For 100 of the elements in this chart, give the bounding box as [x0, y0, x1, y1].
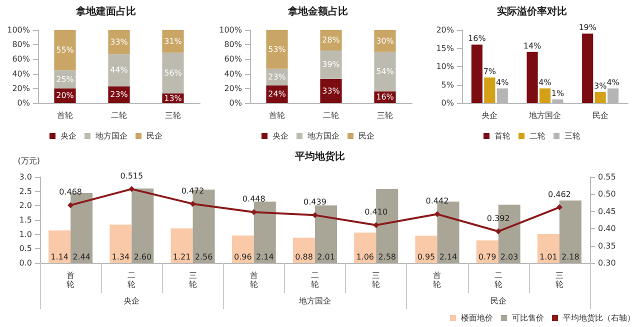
data-label: 13%	[164, 94, 182, 103]
chart-title: 拿地金额占比	[287, 6, 348, 18]
data-label: 20%	[56, 91, 74, 100]
legend-label: 地方国企	[306, 132, 340, 140]
data-label: 1.14	[50, 252, 68, 262]
data-label: 0.515	[120, 172, 144, 181]
y-tick-label: 0.5	[19, 244, 32, 254]
data-label: 16%	[468, 34, 486, 44]
y-tick-label: 0%	[229, 98, 242, 108]
point	[250, 209, 257, 216]
y-tick-label: 1.0	[19, 230, 32, 239]
data-label: 4%	[538, 78, 552, 87]
data-label: 54%	[376, 67, 394, 76]
legend-label: 平均地货比（右轴）	[563, 314, 635, 322]
point	[556, 204, 562, 210]
data-label: 0.79	[478, 252, 496, 262]
y-tick-label: 40%	[12, 69, 30, 78]
chart-title: 拿地建面占比	[75, 6, 136, 18]
data-label: 14%	[523, 41, 542, 50]
data-label: 0.96	[234, 252, 252, 262]
y2-tick-label: 0.55	[598, 172, 616, 182]
data-label: 33%	[110, 38, 128, 47]
x-tick-label: 首轮	[57, 111, 73, 120]
y2-tick-label: 0.40	[598, 224, 616, 234]
data-label: 2.03	[500, 252, 518, 262]
x-tick-label: 二轮	[128, 271, 136, 289]
point	[128, 186, 135, 192]
bar	[354, 232, 376, 263]
data-label: 19%	[578, 23, 597, 32]
y-axis-title: (万元)	[18, 156, 40, 166]
bar	[108, 54, 130, 86]
data-label: 0.392	[486, 214, 510, 223]
bar	[320, 78, 342, 103]
y-tick-label: 5%	[441, 80, 454, 90]
bar	[484, 77, 496, 103]
y-tick-label: 100%	[219, 26, 242, 34]
y-tick-label: 100%	[7, 26, 30, 34]
bar	[582, 34, 594, 103]
y-tick-label: 0%	[441, 98, 454, 108]
data-label: 56%	[164, 68, 182, 78]
point	[190, 200, 196, 207]
y-tick-label: 80%	[12, 40, 30, 50]
data-label: 2.44	[72, 252, 90, 262]
legend-label: 地方国企	[94, 132, 128, 140]
x-tick-label: 三轮	[165, 111, 181, 120]
y-tick-label: 20%	[224, 84, 242, 93]
bar	[170, 228, 193, 263]
data-label: 0.439	[304, 198, 326, 207]
legend-label: 可比售价	[512, 314, 544, 322]
data-label: 28%	[322, 36, 340, 45]
point	[434, 211, 440, 218]
data-label: 23%	[268, 72, 286, 82]
bar	[232, 235, 254, 263]
text: 地方国企	[298, 296, 331, 306]
data-label: 30%	[376, 36, 394, 46]
x-tick-label: 三轮	[377, 111, 393, 120]
x-tick-label: 二轮	[494, 271, 502, 289]
bar	[471, 44, 482, 103]
x-tick-label: 二轮	[111, 111, 127, 120]
data-label: 2.18	[562, 252, 580, 262]
x-tick-label: 民企	[592, 111, 608, 120]
bar	[162, 30, 184, 53]
x-tick-label: 二轮	[323, 111, 339, 120]
y2-tick-label: 0.45	[598, 206, 616, 216]
data-label: 0.95	[417, 252, 436, 262]
data-label: 2.14	[256, 252, 274, 262]
bar	[559, 200, 582, 263]
data-label: 2.58	[378, 252, 396, 262]
legend-label: 央企	[272, 132, 288, 140]
y-tick-label: 1.5	[19, 216, 32, 224]
data-label: 1.34	[112, 252, 130, 262]
bar	[132, 188, 154, 263]
text: 民企	[490, 296, 506, 306]
legend-label: 民企	[358, 132, 374, 140]
bar	[539, 88, 551, 103]
y-tick-label: 20%	[12, 84, 30, 93]
point	[373, 222, 380, 228]
x-tick-label: 三轮	[188, 271, 197, 289]
data-label: 0.88	[295, 252, 313, 262]
legend-label: 二轮	[530, 132, 546, 140]
bar	[48, 230, 71, 263]
data-label: 39%	[322, 60, 340, 70]
data-label: 3%	[594, 82, 608, 91]
data-label: 23%	[110, 90, 128, 100]
x-tick-label: 地方国企	[528, 111, 561, 120]
y-tick-label: 2.5	[19, 186, 32, 196]
data-label: 1%	[551, 88, 564, 98]
data-label: 0.442	[426, 196, 449, 206]
y-tick-label: 0.0	[19, 258, 32, 268]
data-label: 16%	[376, 92, 394, 102]
bar	[594, 92, 606, 103]
y-tick-label: 20%	[436, 26, 454, 34]
data-label: 1.06	[356, 252, 374, 262]
x-tick-label: 三轮	[372, 271, 380, 289]
legend-label: 三轮	[564, 132, 580, 140]
bar	[537, 234, 560, 263]
x-tick-label: 三轮	[555, 271, 564, 289]
bar	[415, 236, 438, 263]
x-tick-label: 首轮	[433, 271, 442, 289]
data-label: 2.56	[194, 252, 213, 262]
